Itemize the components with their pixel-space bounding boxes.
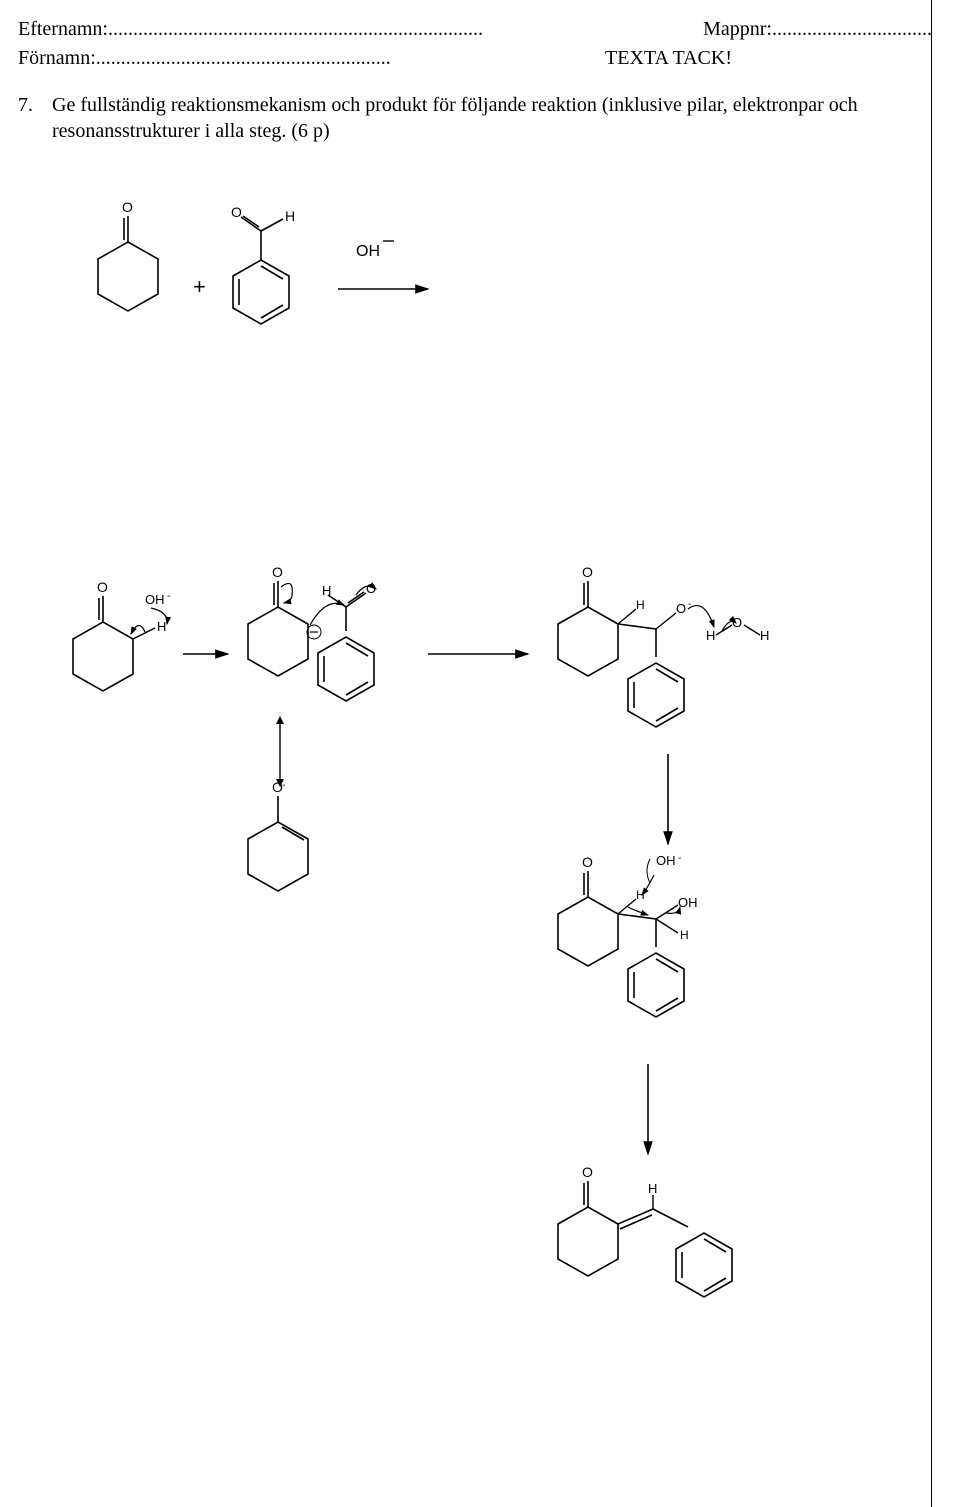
atom-O: O bbox=[97, 579, 108, 595]
page-right-border bbox=[931, 0, 932, 1507]
curly-arrow bbox=[628, 907, 648, 915]
atom-H: H bbox=[636, 888, 645, 902]
atom-H: H bbox=[648, 1181, 657, 1196]
neg: - bbox=[678, 853, 681, 864]
page: Efternamn: .............................… bbox=[0, 0, 960, 1507]
atom-O: O bbox=[676, 601, 686, 616]
mech-D: O H OH H bbox=[558, 853, 698, 1017]
fornamn-dots: ........................................… bbox=[96, 47, 391, 70]
atom-OH: OH bbox=[145, 592, 165, 607]
question-row: 7. Ge fullständig reaktionsmekanism och … bbox=[18, 92, 932, 144]
curly-arrow bbox=[688, 606, 714, 627]
question-text: Ge fullständig reaktionsmekanism och pro… bbox=[52, 92, 932, 144]
curly-arrow bbox=[281, 583, 292, 603]
atom-O: O bbox=[582, 564, 593, 580]
atom-OH: OH bbox=[356, 243, 380, 260]
atom-H: H bbox=[322, 583, 331, 598]
mech-B-resonance: O - bbox=[248, 779, 308, 891]
reagent-ohminus: OH bbox=[356, 241, 394, 260]
texta-label: TEXTA TACK! bbox=[605, 47, 732, 70]
mappnr-dots: ................................ bbox=[772, 18, 932, 41]
mech-B: O H O bbox=[248, 564, 376, 701]
atom-O: O bbox=[732, 615, 742, 630]
atom-H: H bbox=[285, 208, 295, 224]
product-E: O H bbox=[558, 1164, 732, 1297]
efternamn-field: Efternamn: .............................… bbox=[18, 18, 483, 41]
chemistry-figure: O + O H bbox=[18, 144, 960, 1489]
mech-C: O H O - bbox=[558, 564, 769, 727]
atom-H: H bbox=[157, 619, 166, 634]
mech-A: O H OH - bbox=[73, 579, 170, 691]
neg: - bbox=[282, 780, 285, 791]
cyclohexanone-1: O bbox=[98, 199, 158, 311]
question-number: 7. bbox=[18, 92, 52, 118]
atom-H: H bbox=[760, 628, 769, 643]
efternamn-dots: ........................................… bbox=[108, 18, 483, 41]
header-row-1: Efternamn: .............................… bbox=[18, 18, 932, 41]
neg: - bbox=[167, 591, 170, 602]
resonance-arrow bbox=[276, 716, 284, 787]
efternamn-label: Efternamn: bbox=[18, 18, 108, 41]
atom-O: O bbox=[582, 854, 593, 870]
texta-field: TEXTA TACK! bbox=[605, 47, 932, 70]
curly-arrow bbox=[310, 603, 344, 625]
atom-O: O bbox=[582, 1164, 593, 1180]
mappnr-field: Mappnr: ................................ bbox=[703, 18, 932, 41]
atom-H: H bbox=[706, 628, 715, 643]
atom-OH: OH bbox=[656, 853, 676, 868]
atom-H: H bbox=[680, 928, 689, 942]
benzaldehyde-1: O H bbox=[231, 204, 295, 324]
fornamn-label: Förnamn: bbox=[18, 47, 96, 70]
mappnr-label: Mappnr: bbox=[703, 18, 772, 41]
atom-O: O bbox=[231, 204, 242, 220]
plus-1: + bbox=[193, 274, 206, 299]
atom-OH: OH bbox=[678, 895, 698, 910]
atom-O: O bbox=[122, 199, 133, 215]
chemistry-svg: O + O H bbox=[18, 144, 938, 1484]
curly-arrow bbox=[131, 625, 145, 634]
atom-O: O bbox=[272, 564, 283, 580]
fornamn-field: Förnamn: ...............................… bbox=[18, 47, 391, 70]
header-row-2: Förnamn: ...............................… bbox=[18, 47, 932, 70]
atom-H: H bbox=[636, 598, 645, 612]
